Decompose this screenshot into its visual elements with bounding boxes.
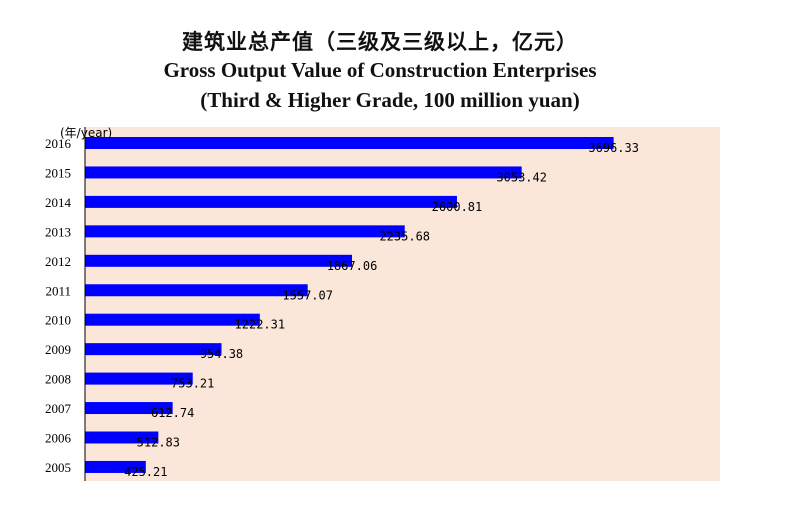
chart-title-english: Gross Output Value of Construction Enter…	[163, 58, 597, 82]
chart-title-chinese: 建筑业总产值（三级及三级以上，亿元）	[182, 30, 578, 54]
y-axis-title: (年/year)	[60, 126, 112, 140]
bar-2007	[85, 402, 173, 415]
tick-label-2006: 2006	[45, 431, 72, 446]
data-label-2007: 612.74	[151, 406, 194, 420]
data-label-2012: 1867.06	[327, 259, 378, 273]
tick-label-2013: 2013	[45, 224, 71, 239]
data-label-2014: 2600.81	[432, 200, 483, 214]
bar-2006	[85, 431, 159, 444]
data-label-2015: 3053.42	[496, 170, 547, 184]
tick-label-2012: 2012	[45, 254, 71, 269]
tick-label-2009: 2009	[45, 342, 71, 357]
data-label-2008: 753.21	[171, 377, 214, 391]
tick-label-2010: 2010	[45, 313, 71, 328]
chart-subtitle-unit: (Third & Higher Grade, 100 million yuan)	[200, 88, 580, 112]
bar-2008	[85, 372, 193, 385]
bar-2012	[85, 254, 353, 267]
bar-2013	[85, 225, 405, 238]
tick-label-2016: 2016	[45, 136, 72, 151]
tick-label-2011: 2011	[45, 283, 71, 298]
tick-label-2008: 2008	[45, 372, 71, 387]
data-label-2013: 2235.68	[379, 229, 430, 243]
plot-area	[85, 127, 720, 481]
tick-label-2014: 2014	[45, 195, 72, 210]
tick-label-2007: 2007	[45, 401, 72, 416]
bar-2009	[85, 343, 222, 356]
data-label-2005: 425.21	[124, 465, 167, 479]
bar-2015	[85, 166, 522, 179]
data-label-2016: 3696.33	[588, 141, 639, 155]
data-label-2006: 512.83	[137, 436, 180, 450]
tick-label-2005: 2005	[45, 460, 71, 475]
data-label-2010: 1222.31	[235, 318, 286, 332]
bar-2011	[85, 284, 308, 297]
data-label-2009: 954.38	[200, 347, 243, 361]
tick-label-2015: 2015	[45, 165, 71, 180]
bar-2016	[85, 137, 614, 149]
bar-2005	[85, 460, 146, 473]
data-label-2011: 1557.07	[282, 288, 333, 302]
bar-2014	[85, 195, 457, 208]
bar-2010	[85, 313, 260, 326]
